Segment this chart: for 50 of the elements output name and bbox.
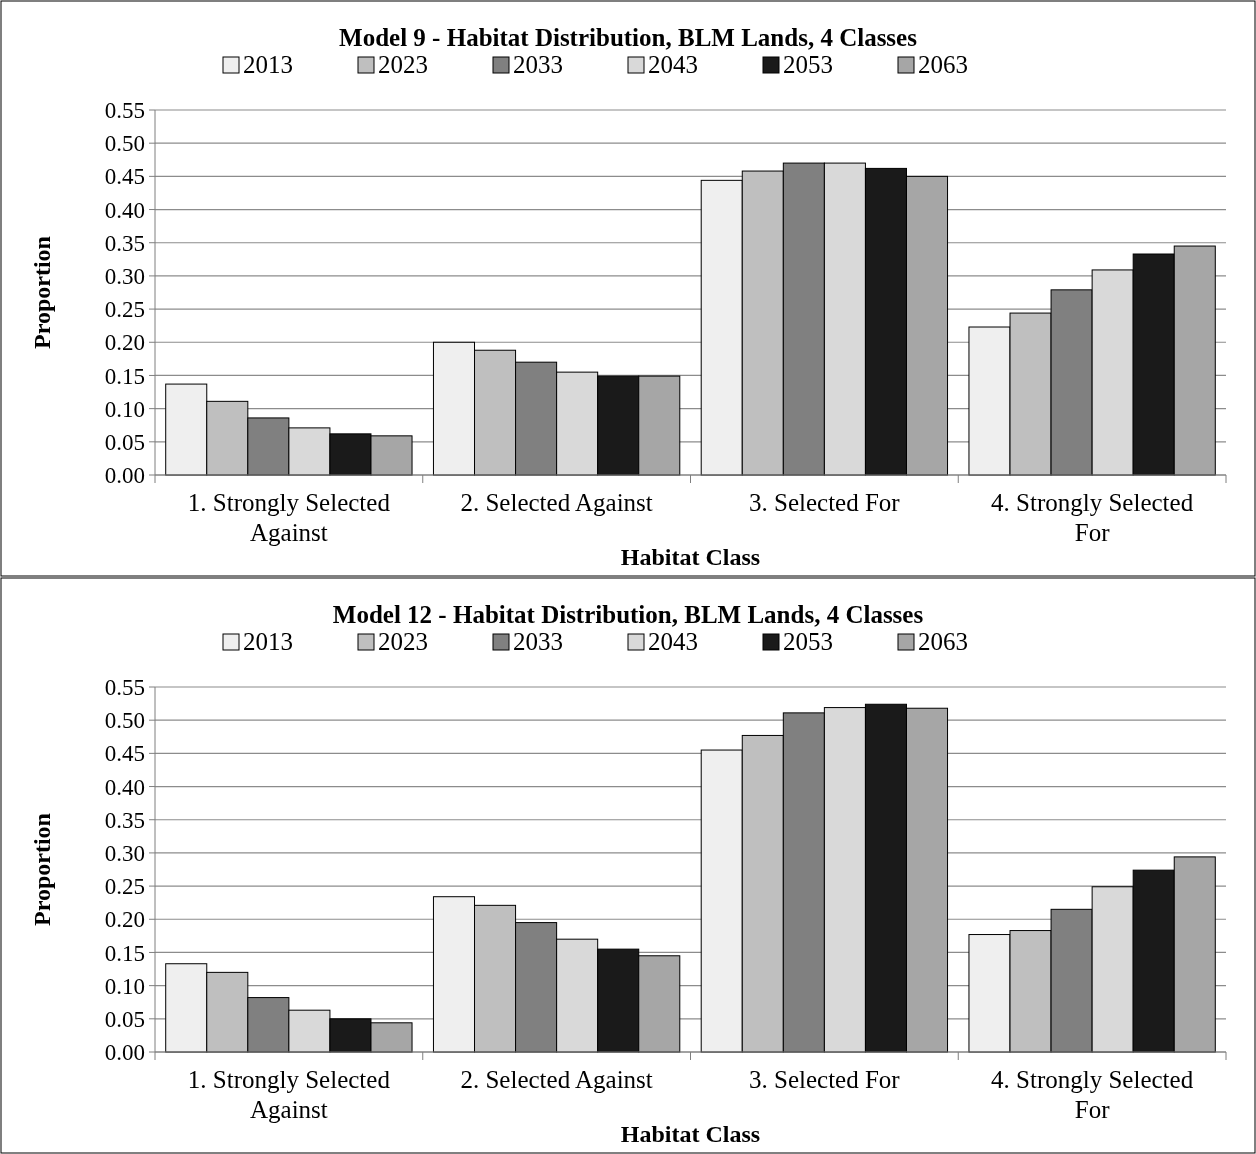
legend-label: 2043 xyxy=(648,628,698,655)
y-tick-label: 0.10 xyxy=(104,396,145,422)
x-tick-label: 2. Selected Against xyxy=(460,489,653,516)
legend-label: 2023 xyxy=(378,628,428,655)
y-tick-label: 0.45 xyxy=(104,164,145,190)
legend-label: 2033 xyxy=(513,51,563,78)
legend-label: 2053 xyxy=(783,51,833,78)
y-tick-label: 0.20 xyxy=(104,907,145,933)
chart-title: Model 9 - Habitat Distribution, BLM Lands, 4 Classes xyxy=(339,24,918,51)
y-tick-label: 0.30 xyxy=(104,263,145,289)
y-tick-label: 0.05 xyxy=(104,1006,145,1032)
legend-label: 2063 xyxy=(918,51,968,78)
legend-label: 2033 xyxy=(513,628,563,655)
x-axis-title: Habitat Class xyxy=(620,1121,761,1147)
y-tick-label: 0.55 xyxy=(104,675,145,701)
y-axis-title: Proportion xyxy=(29,236,55,349)
legend-label: 2043 xyxy=(648,51,698,78)
x-tick-label: 2. Selected Against xyxy=(460,1066,653,1093)
legend-label: 2063 xyxy=(918,628,968,655)
y-tick-label: 0.20 xyxy=(104,330,145,356)
legend-label: 2053 xyxy=(783,628,833,655)
x-tick-label: 4. Strongly Selected For xyxy=(991,489,1194,546)
y-tick-label: 0.25 xyxy=(104,297,145,323)
x-axis-title: Habitat Class xyxy=(620,544,761,570)
y-tick-label: 0.00 xyxy=(104,1040,145,1066)
x-tick-label: 1. Strongly Selected Against xyxy=(187,1066,391,1123)
legend-label: 2023 xyxy=(378,51,428,78)
y-tick-label: 0.50 xyxy=(104,131,145,157)
y-tick-label: 0.45 xyxy=(104,741,145,767)
chart-title: Model 12 - Habitat Distribution, BLM Lands, 4 Classes xyxy=(332,601,924,628)
y-tick-label: 0.15 xyxy=(104,363,145,389)
x-tick-label: 3. Selected For xyxy=(749,1066,901,1093)
x-tick-label: 1. Strongly Selected Against xyxy=(187,489,391,546)
y-axis-title: Proportion xyxy=(29,813,55,926)
y-tick-label: 0.10 xyxy=(104,973,145,999)
x-tick-label: 3. Selected For xyxy=(749,489,901,516)
y-tick-label: 0.00 xyxy=(104,463,145,489)
legend-label: 2013 xyxy=(243,628,293,655)
y-tick-label: 0.05 xyxy=(104,429,145,455)
y-tick-label: 0.55 xyxy=(104,98,145,124)
y-tick-label: 0.50 xyxy=(104,708,145,734)
x-tick-label: 4. Strongly Selected For xyxy=(991,1066,1194,1123)
y-tick-label: 0.15 xyxy=(104,940,145,966)
y-tick-label: 0.35 xyxy=(104,230,145,256)
y-tick-label: 0.25 xyxy=(104,874,145,900)
y-tick-label: 0.40 xyxy=(104,197,145,223)
y-tick-label: 0.35 xyxy=(104,807,145,833)
y-tick-label: 0.30 xyxy=(104,840,145,866)
legend-label: 2013 xyxy=(243,51,293,78)
y-tick-label: 0.40 xyxy=(104,774,145,800)
